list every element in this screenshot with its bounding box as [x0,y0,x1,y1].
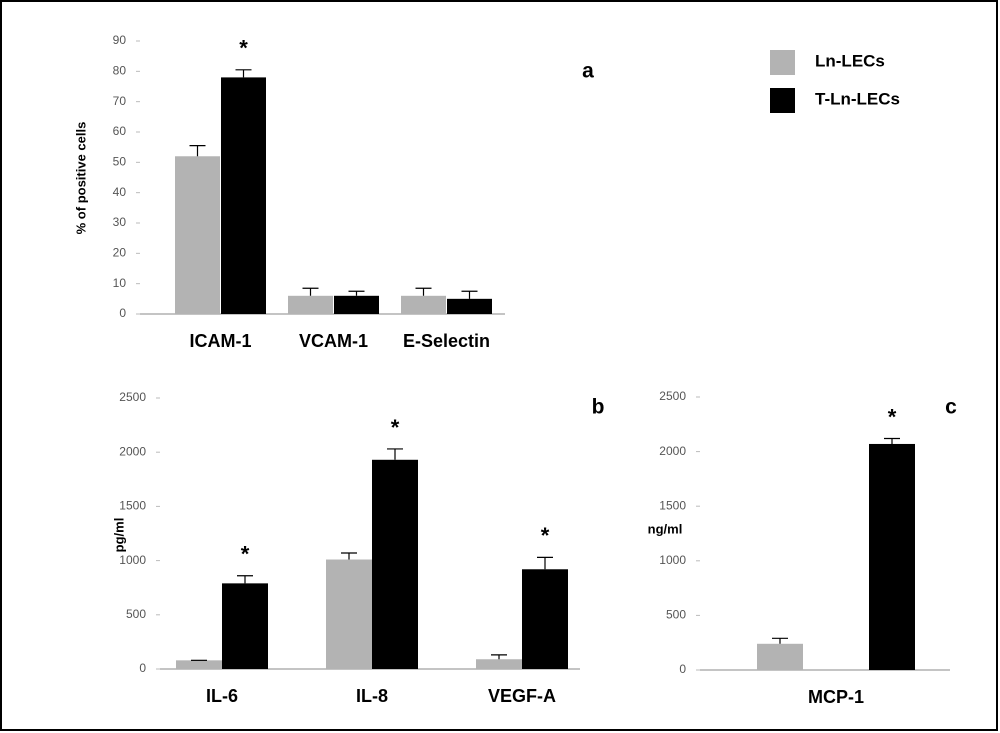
y-tick-label: 0 [679,662,686,676]
y-tick-label: 80 [113,64,127,78]
y-tick-label: 2500 [119,390,146,404]
legend-label: Ln-LECs [815,51,885,70]
error-bar [348,290,365,296]
error-bar [461,290,478,299]
y-tick-label: 50 [113,155,127,169]
y-tick-label: 500 [126,607,146,621]
error-bar [884,437,900,444]
y-tick-label: 1500 [659,498,686,512]
y-tick-label: 40 [113,185,127,199]
legend-swatch [770,50,795,75]
legend-swatch [770,88,795,113]
bar [522,569,568,669]
y-tick-label: 0 [139,661,146,675]
bar [176,660,222,669]
x-tick-label: VEGF-A [488,686,556,706]
bar [372,459,418,669]
y-tick-label: 2000 [119,444,146,458]
x-tick-label: VCAM-1 [299,331,368,351]
y-tick-label: 70 [113,94,127,108]
y-tick-label: 1500 [119,499,146,513]
y-tick-label: 90 [113,33,127,47]
bar [476,659,522,669]
significance-label: * [391,415,400,440]
error-bar [415,287,432,296]
x-tick-label: MCP-1 [808,687,864,707]
significance-label: * [241,542,250,567]
bar [326,559,372,669]
bar [334,295,379,314]
error-bar [341,552,357,560]
panel-label: a [582,60,594,83]
y-axis-label: ng/ml [648,521,683,536]
x-tick-label: IL-8 [356,686,388,706]
panel-label: b [592,396,605,419]
error-bar [537,556,553,570]
y-tick-label: 1000 [659,553,686,567]
bar [757,643,803,670]
error-bar [387,448,403,460]
significance-label: * [541,523,550,548]
bar [869,443,915,670]
bar [288,295,333,314]
y-axis-label: % of positive cells [73,122,88,235]
y-tick-label: 10 [113,276,127,290]
error-bar [491,654,507,660]
y-tick-label: 2000 [659,444,686,458]
x-tick-label: ICAM-1 [190,331,252,351]
error-bar [772,637,788,644]
bar [175,156,220,314]
y-tick-label: 500 [666,608,686,622]
legend-label: T-Ln-LECs [815,89,900,108]
significance-label: * [239,36,248,61]
significance-label: * [888,404,897,429]
bar [222,583,268,669]
bar [401,295,446,314]
y-tick-label: 1000 [119,553,146,567]
y-tick-label: 60 [113,124,127,138]
error-bar [302,287,319,296]
error-bar [235,69,252,78]
panel-label: c [945,396,957,419]
y-tick-label: 20 [113,246,127,260]
y-tick-label: 30 [113,215,127,229]
bar [447,298,492,314]
y-tick-label: 0 [119,306,126,320]
x-tick-label: IL-6 [206,686,238,706]
x-tick-label: E-Selectin [403,331,490,351]
y-axis-label: pg/ml [111,518,126,553]
error-bar [237,575,253,584]
y-tick-label: 2500 [659,389,686,403]
error-bar [189,145,206,157]
bar [221,77,266,315]
